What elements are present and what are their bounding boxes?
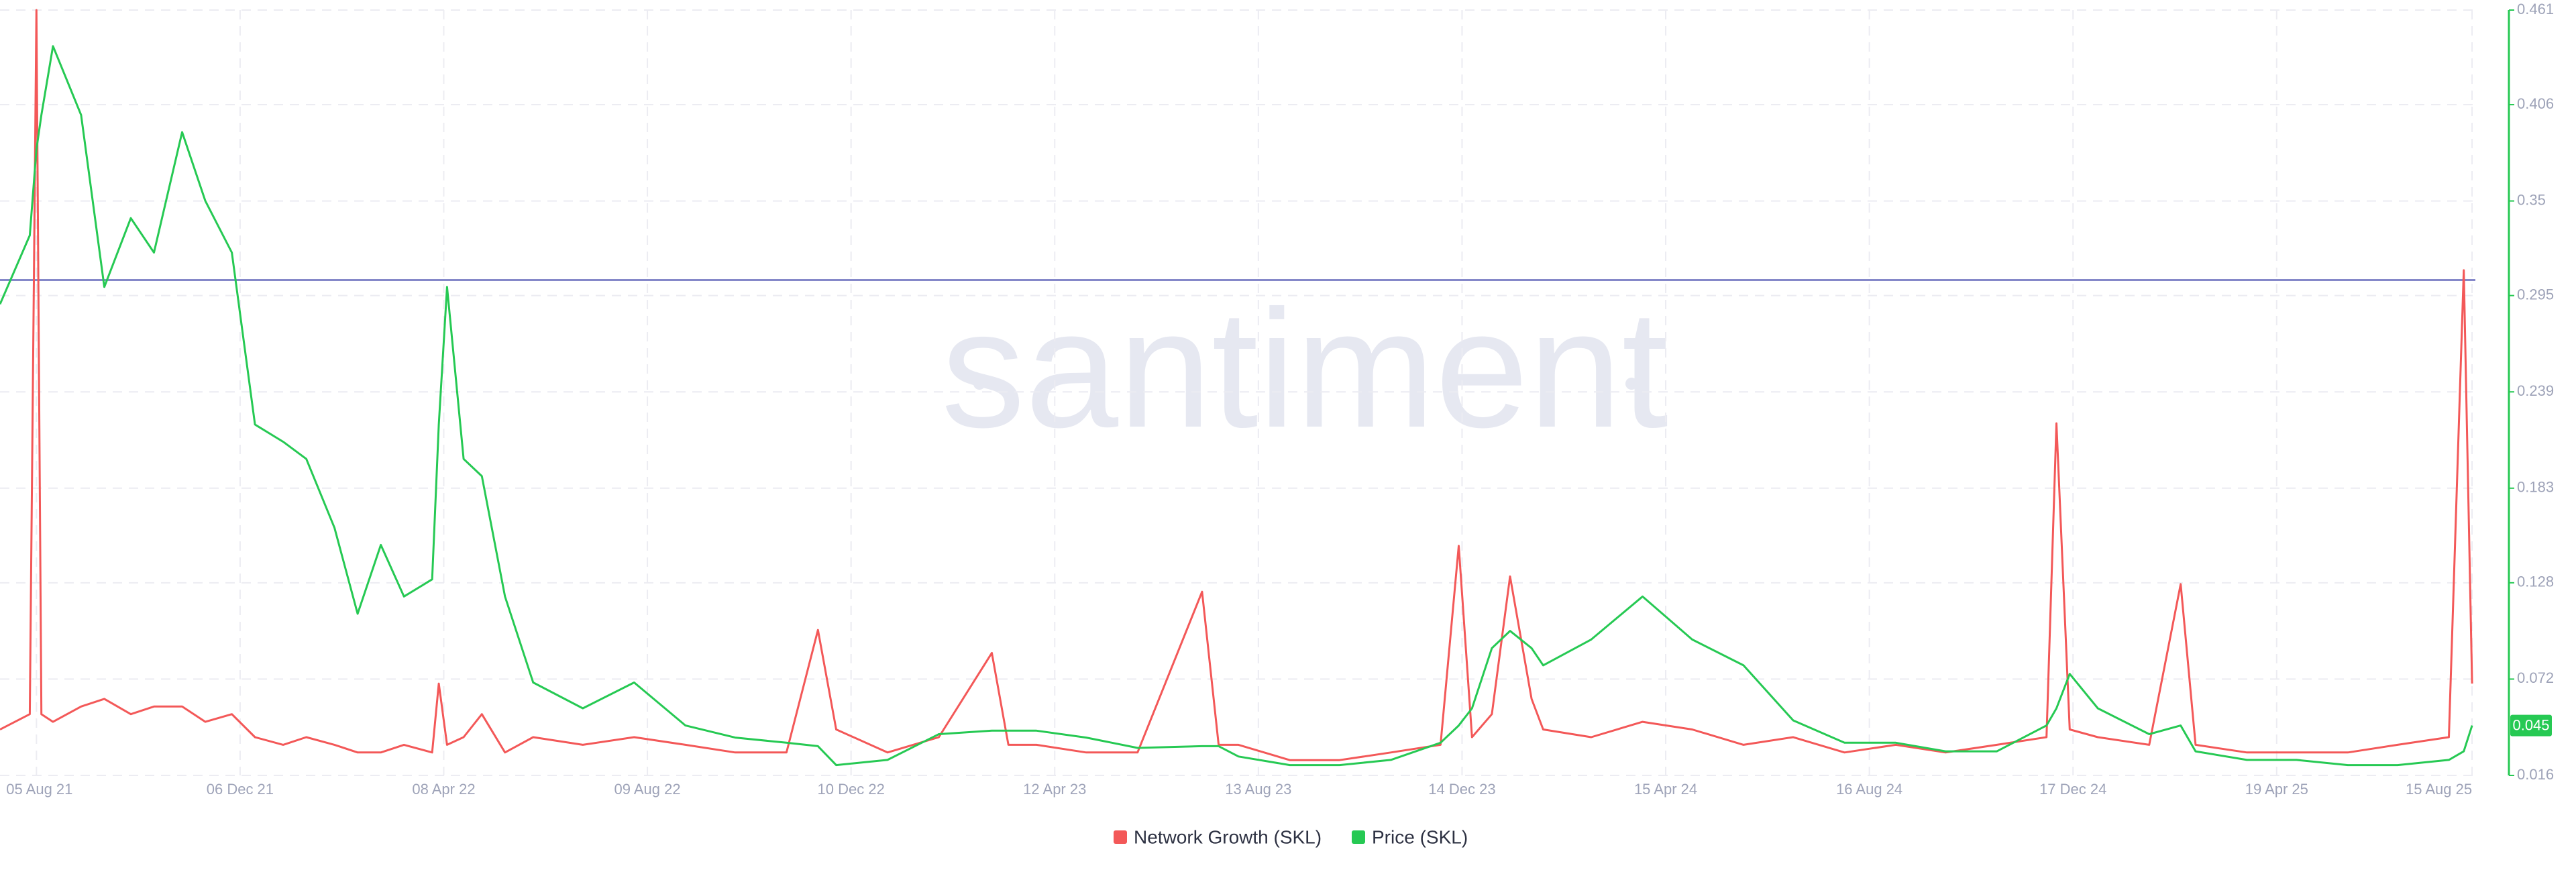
y-tick-label: 0.072 <box>2517 669 2554 686</box>
watermark-dot <box>1625 378 1638 390</box>
x-tick-label: 16 Aug 24 <box>1836 781 1902 798</box>
x-tick-label: 08 Apr 22 <box>412 781 475 798</box>
y-tick-label: 0.239 <box>2517 382 2554 399</box>
x-tick-label: 06 Dec 21 <box>207 781 274 798</box>
last-value-badge <box>2510 714 2552 737</box>
y-tick-label: 0.016 <box>2517 766 2554 783</box>
x-tick-label: 10 Dec 22 <box>818 781 885 798</box>
x-tick-label: 15 Apr 24 <box>1634 781 1697 798</box>
y-tick-label: 0.183 <box>2517 479 2554 496</box>
x-tick-label: 12 Apr 23 <box>1023 781 1086 798</box>
watermark-dot <box>973 378 985 390</box>
x-tick-label: 19 Apr 25 <box>2245 781 2308 798</box>
x-tick-label: 13 Aug 23 <box>1225 781 1291 798</box>
y-tick-label: 0.295 <box>2517 286 2554 303</box>
legend-swatch <box>1352 830 1365 844</box>
legend-label: Network Growth (SKL) <box>1134 826 1322 847</box>
x-tick-label: 05 Aug 21 <box>6 781 72 798</box>
series-line <box>0 45 2473 767</box>
x-tick-label: 15 Aug 25 <box>2406 781 2472 798</box>
y-tick-label: 0.128 <box>2517 574 2554 590</box>
x-tick-label: 09 Aug 22 <box>614 781 681 798</box>
series-line <box>0 9 2473 761</box>
y-tick-label: 0.406 <box>2517 95 2554 112</box>
legend-label: Price (SKL) <box>1372 826 1468 847</box>
watermark: santiment <box>941 275 1668 462</box>
last-value-label: 0.045 <box>2512 716 2549 733</box>
legend-swatch <box>1114 830 1127 844</box>
y-tick-label: 0.35 <box>2517 191 2546 208</box>
x-tick-label: 17 Dec 24 <box>2039 781 2106 798</box>
x-tick-label: 14 Dec 23 <box>1428 781 1495 798</box>
y-tick-label: 0.461 <box>2517 1 2554 17</box>
